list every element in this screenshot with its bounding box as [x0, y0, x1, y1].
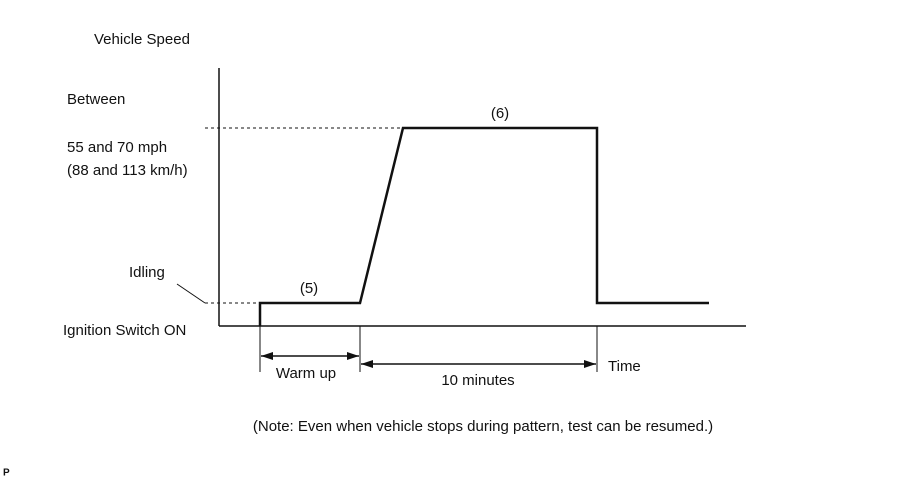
step-label: (6) — [491, 105, 509, 122]
level-label: (88 and 113 km/h) — [67, 162, 188, 179]
level-label: Ignition Switch ON — [63, 322, 186, 339]
y-axis-title: Vehicle Speed — [94, 31, 190, 48]
duration-label: Warm up — [276, 365, 336, 382]
level-label: Between — [67, 91, 125, 108]
speed-pattern — [258, 126, 709, 326]
duration-label: 10 minutes — [441, 372, 514, 389]
x-axis-title: Time — [608, 358, 641, 375]
level-label: 55 and 70 mph — [67, 139, 167, 156]
note: (Note: Even when vehicle stops during pa… — [253, 418, 713, 435]
level-label: Idling — [129, 264, 165, 281]
idling-leader — [176, 283, 206, 304]
step-label: (5) — [300, 280, 318, 297]
corner-mark: P — [3, 468, 10, 479]
